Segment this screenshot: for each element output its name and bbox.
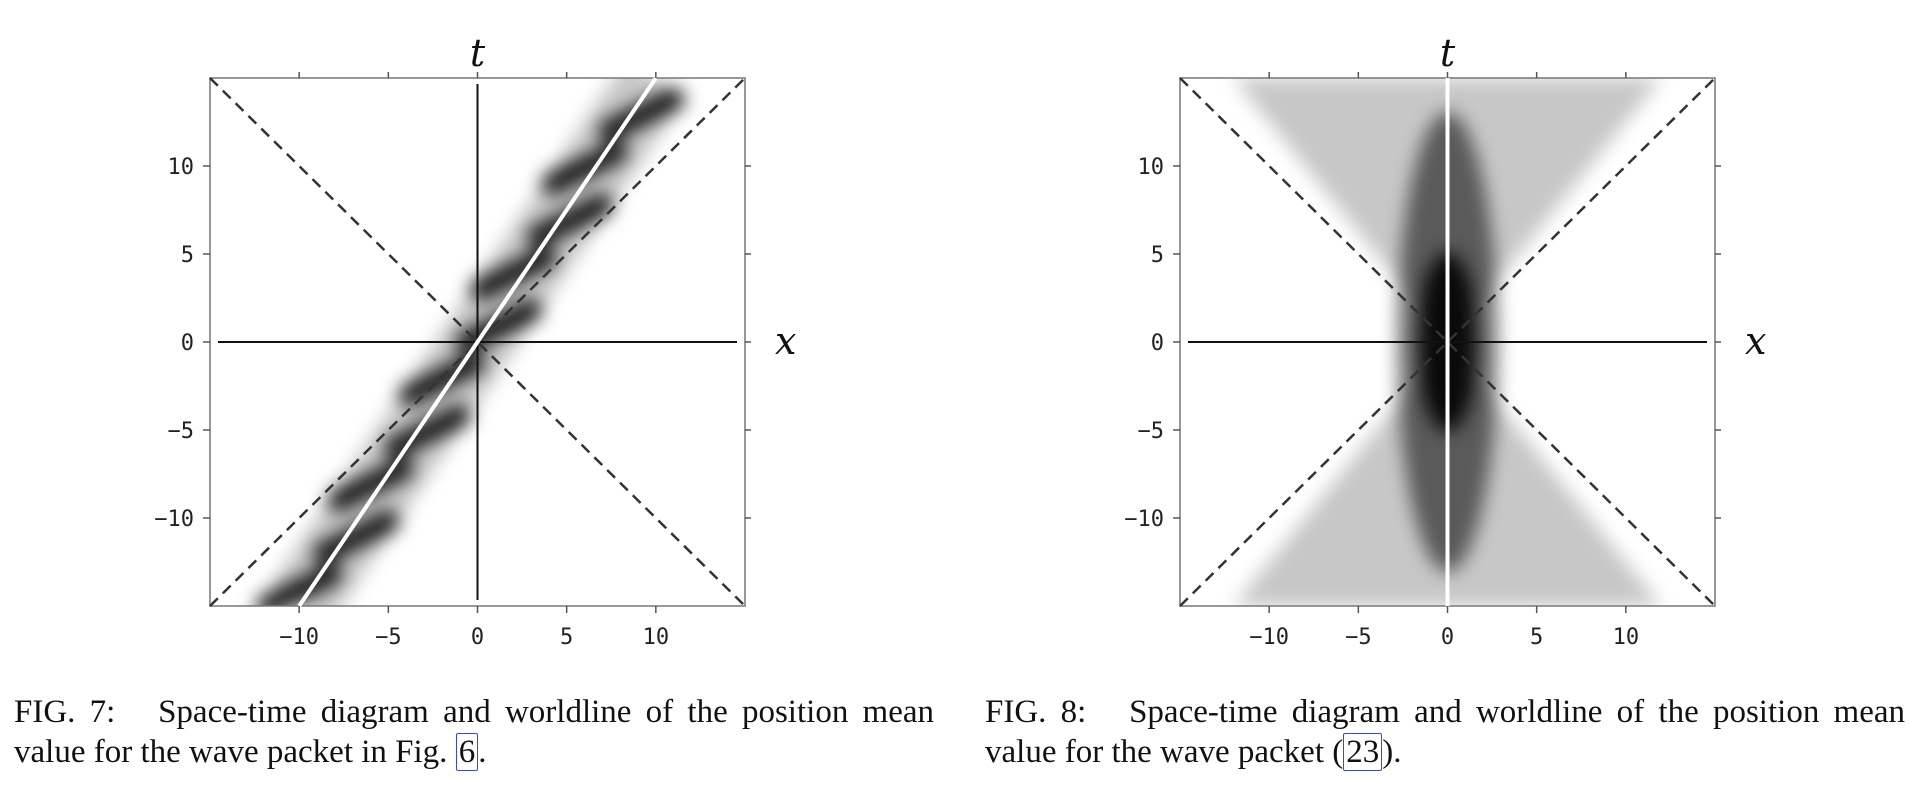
y-axis-label: t (1440, 31, 1456, 75)
x-tick-label: 5 (560, 625, 573, 650)
y-tick-label: −10 (1124, 507, 1164, 532)
fig7-caption: FIG. 7: Space-time diagram and worldline… (14, 692, 934, 772)
worldline (297, 76, 658, 608)
figure-7: −10 −5 0 5 10 −10 −5 0 5 10 t x (140, 20, 800, 664)
figure-8: −10 −5 0 5 10 −10 −5 0 5 10 t x (1110, 20, 1770, 664)
fig8-ref-link[interactable]: 23 (1343, 733, 1383, 771)
y-tick-label: −5 (1138, 419, 1165, 444)
x-axis-label: x (1745, 319, 1766, 363)
x-tick-label: −5 (375, 625, 402, 650)
fig7-caption-end: . (478, 734, 487, 770)
fig8-chart: −10 −5 0 5 10 −10 −5 0 5 10 t x (1124, 31, 1766, 650)
x-tick-label: −10 (1249, 625, 1289, 650)
y-tick-label: 0 (1151, 331, 1164, 356)
x-tick-label: 10 (1613, 625, 1640, 650)
y-tick-label: 0 (181, 331, 194, 356)
y-axis-label: t (470, 31, 486, 75)
x-tick-label: 0 (471, 625, 484, 650)
y-tick-label: −5 (168, 419, 195, 444)
fig7-ref-link[interactable]: 6 (455, 733, 479, 771)
y-tick-label: −10 (154, 507, 194, 532)
fig8-caption-label: FIG. 8: (985, 694, 1087, 730)
fig7-caption-label: FIG. 7: (14, 694, 116, 730)
fig7-caption-text: Space-time diagram and worldline of the … (14, 694, 935, 770)
fig8-caption-text: Space-time diagram and worldline of the … (985, 694, 1906, 770)
x-tick-label: −10 (279, 625, 319, 650)
x-axis-label: x (775, 319, 796, 363)
y-tick-label: 10 (1138, 155, 1165, 180)
x-tick-label: 5 (1530, 625, 1543, 650)
y-tick-label: 5 (181, 243, 194, 268)
fig8-caption: FIG. 8: Space-time diagram and worldline… (985, 692, 1905, 772)
y-tick-label: 5 (1151, 243, 1164, 268)
x-tick-label: 10 (643, 625, 670, 650)
x-tick-label: 0 (1441, 625, 1454, 650)
x-tick-label: −5 (1345, 625, 1372, 650)
fig8-caption-end: ). (1382, 734, 1402, 770)
fig7-chart: −10 −5 0 5 10 −10 −5 0 5 10 t x (154, 31, 796, 650)
y-tick-label: 10 (168, 155, 195, 180)
